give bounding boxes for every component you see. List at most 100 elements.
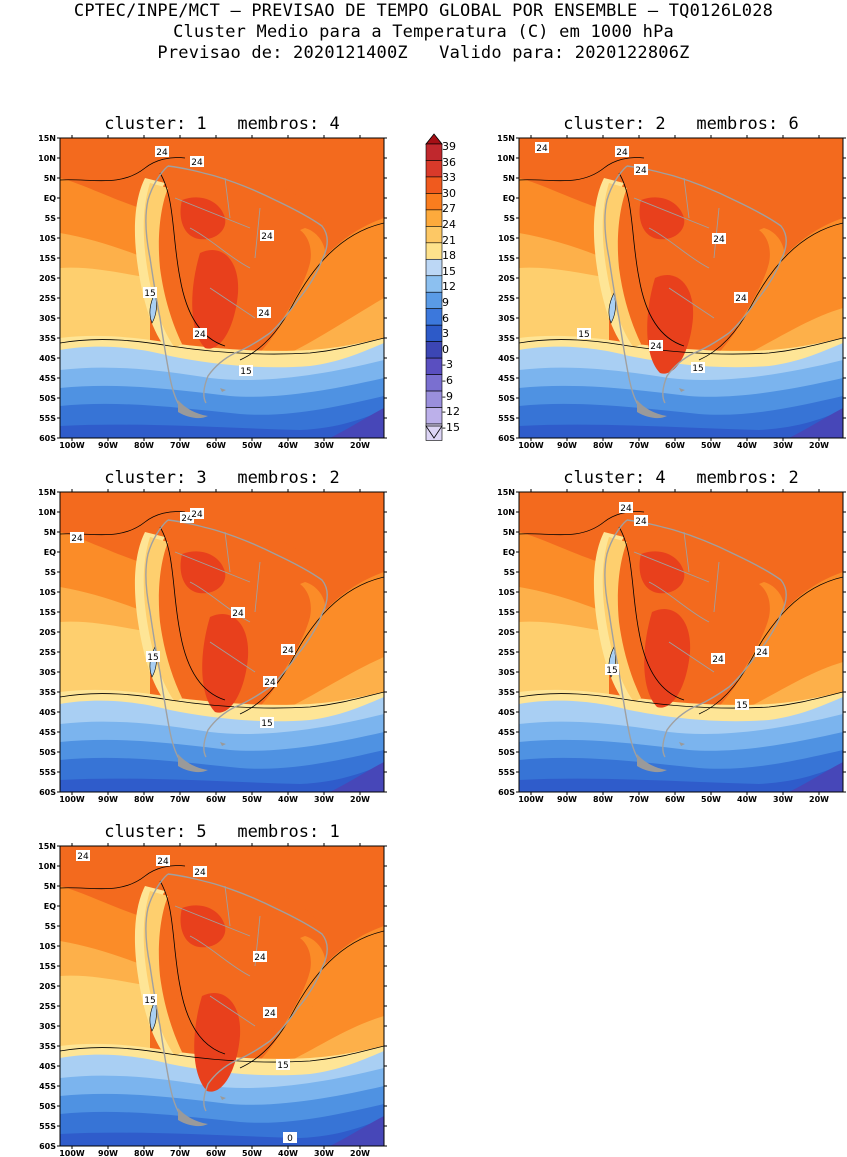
lon-tick-label: 40W <box>278 795 298 804</box>
lat-tick-label: 5N <box>503 174 515 183</box>
lon-tick-label: 40W <box>737 795 757 804</box>
svg-text:24: 24 <box>735 294 747 304</box>
lon-tick-label: 60W <box>206 1149 226 1157</box>
lon-tick-label: 50W <box>701 441 721 450</box>
panel-4-map: 15N 10N 5N EQ 5S 10S 15S 20S 25S 30S 35S 40S 45S 50S 5… <box>497 488 846 804</box>
svg-text:24: 24 <box>616 148 628 158</box>
panel-3-map: 15N 10N 5N EQ 5S 10S 15S 20S 25S 30S 35S 40S 45S 50S 5… <box>38 488 387 804</box>
lat-tick-label: 40S <box>498 354 515 363</box>
contour-label: 24 <box>193 328 207 340</box>
svg-text:24: 24 <box>191 510 203 520</box>
lon-tick-label: 80W <box>134 1149 154 1157</box>
lon-tick-label: 70W <box>170 1149 190 1157</box>
lat-tick-label: 10N <box>38 154 56 163</box>
contour-label: 24 <box>231 607 245 619</box>
lat-tick-label: 10S <box>498 588 515 597</box>
lat-tick-label: 20S <box>39 628 56 637</box>
lon-tick-label: 100W <box>59 795 85 804</box>
lat-tick-label: 10N <box>497 508 515 517</box>
svg-text:15: 15 <box>692 364 703 374</box>
lon-tick-label: 80W <box>593 441 613 450</box>
lat-tick-label: 50S <box>39 1102 56 1111</box>
colorbar-tick-label: 6 <box>442 311 449 325</box>
lat-tick-label: 20S <box>39 982 56 991</box>
lat-tick-label: EQ <box>44 194 56 203</box>
lat-tick-label: EQ <box>503 194 515 203</box>
lat-tick-label: 60S <box>498 788 515 797</box>
lat-tick-label: 40S <box>498 708 515 717</box>
contour-label: 24 <box>755 646 769 658</box>
lon-tick-label: 30W <box>314 1149 334 1157</box>
lon-tick-label: 100W <box>518 441 544 450</box>
lat-tick-label: 15N <box>38 842 56 851</box>
contour-label: 15 <box>605 664 619 676</box>
svg-text:24: 24 <box>232 609 244 619</box>
lat-tick-label: 45S <box>39 374 56 383</box>
lon-tick-label: 50W <box>242 795 262 804</box>
lat-tick-label: 40S <box>39 708 56 717</box>
lat-tick-label: 35S <box>39 688 56 697</box>
lon-tick-label: 80W <box>134 795 154 804</box>
svg-text:24: 24 <box>712 655 724 665</box>
colorbar-tick-label: -9 <box>442 389 453 403</box>
lat-tick-label: 10N <box>497 154 515 163</box>
colorbar-tick-label: 39 <box>442 140 456 153</box>
lon-tick-label: 100W <box>59 441 85 450</box>
lon-tick-label: 30W <box>314 795 334 804</box>
svg-text:15: 15 <box>261 719 272 729</box>
lat-tick-label: 60S <box>39 434 56 443</box>
contour-label: 24 <box>70 532 84 544</box>
lat-tick-label: 55S <box>39 1122 56 1131</box>
colorbar-tick-label: 18 <box>442 249 456 263</box>
lon-tick-label: 70W <box>629 795 649 804</box>
lat-tick-label: 25S <box>498 294 515 303</box>
lat-tick-label: 45S <box>39 1082 56 1091</box>
lat-tick-label: 40S <box>39 1062 56 1071</box>
lon-tick-label: 20W <box>809 795 829 804</box>
contour-label: 24 <box>156 855 170 867</box>
lat-tick-label: 5N <box>44 174 56 183</box>
lon-tick-label: 90W <box>557 795 577 804</box>
lat-tick-label: 15N <box>497 134 515 143</box>
panel-2-map: 15N 10N 5N EQ 5S 10S 15S 20S 25S 30S 35S 40S 45S 50S 5… <box>497 134 846 450</box>
colorbar-tick-label: -3 <box>442 358 453 372</box>
lat-tick-label: 5S <box>45 214 57 223</box>
lat-tick-label: 50S <box>39 394 56 403</box>
lon-tick-label: 60W <box>665 795 685 804</box>
lat-tick-label: 45S <box>498 728 515 737</box>
contour-label: 15 <box>577 328 591 340</box>
lon-tick-label: 50W <box>242 1149 262 1157</box>
panel-1-title: cluster: 1 membros: 4 <box>104 114 340 134</box>
lat-tick-label: 15S <box>498 608 515 617</box>
lon-tick-label: 60W <box>665 441 685 450</box>
lon-tick-label: 40W <box>737 441 757 450</box>
lat-tick-label: 15N <box>497 488 515 497</box>
lon-tick-label: 70W <box>170 441 190 450</box>
lat-tick-label: 50S <box>498 394 515 403</box>
svg-text:15: 15 <box>240 367 251 377</box>
lon-tick-label: 90W <box>557 441 577 450</box>
contour-label: 15 <box>691 362 705 374</box>
contour-label: 24 <box>76 850 90 862</box>
colorbar-tick-label: 33 <box>442 171 456 185</box>
contour-label: 24 <box>711 653 725 665</box>
lat-tick-label: 25S <box>39 294 56 303</box>
svg-text:24: 24 <box>536 144 548 154</box>
contour-label: 24 <box>615 146 629 158</box>
lat-tick-label: 10S <box>39 588 56 597</box>
lat-tick-label: 35S <box>498 688 515 697</box>
lon-tick-label: 20W <box>350 795 370 804</box>
lat-tick-label: 30S <box>39 314 56 323</box>
lon-tick-label: 100W <box>59 1149 85 1157</box>
svg-text:24: 24 <box>756 648 768 658</box>
lat-tick-label: 60S <box>498 434 515 443</box>
svg-text:15: 15 <box>277 1061 288 1071</box>
panel-5-map: 15N 10N 5N EQ 5S 10S 15S 20S 25S 30S 35S 40S 45S 50S 5… <box>38 842 387 1157</box>
lat-tick-label: 35S <box>498 334 515 343</box>
svg-text:0: 0 <box>287 1134 293 1144</box>
contour-label: 15 <box>276 1059 290 1071</box>
lat-tick-label: EQ <box>44 548 56 557</box>
lat-tick-label: 30S <box>498 668 515 677</box>
lon-tick-label: 80W <box>593 795 613 804</box>
colorbar-tick-label: 21 <box>442 233 456 247</box>
